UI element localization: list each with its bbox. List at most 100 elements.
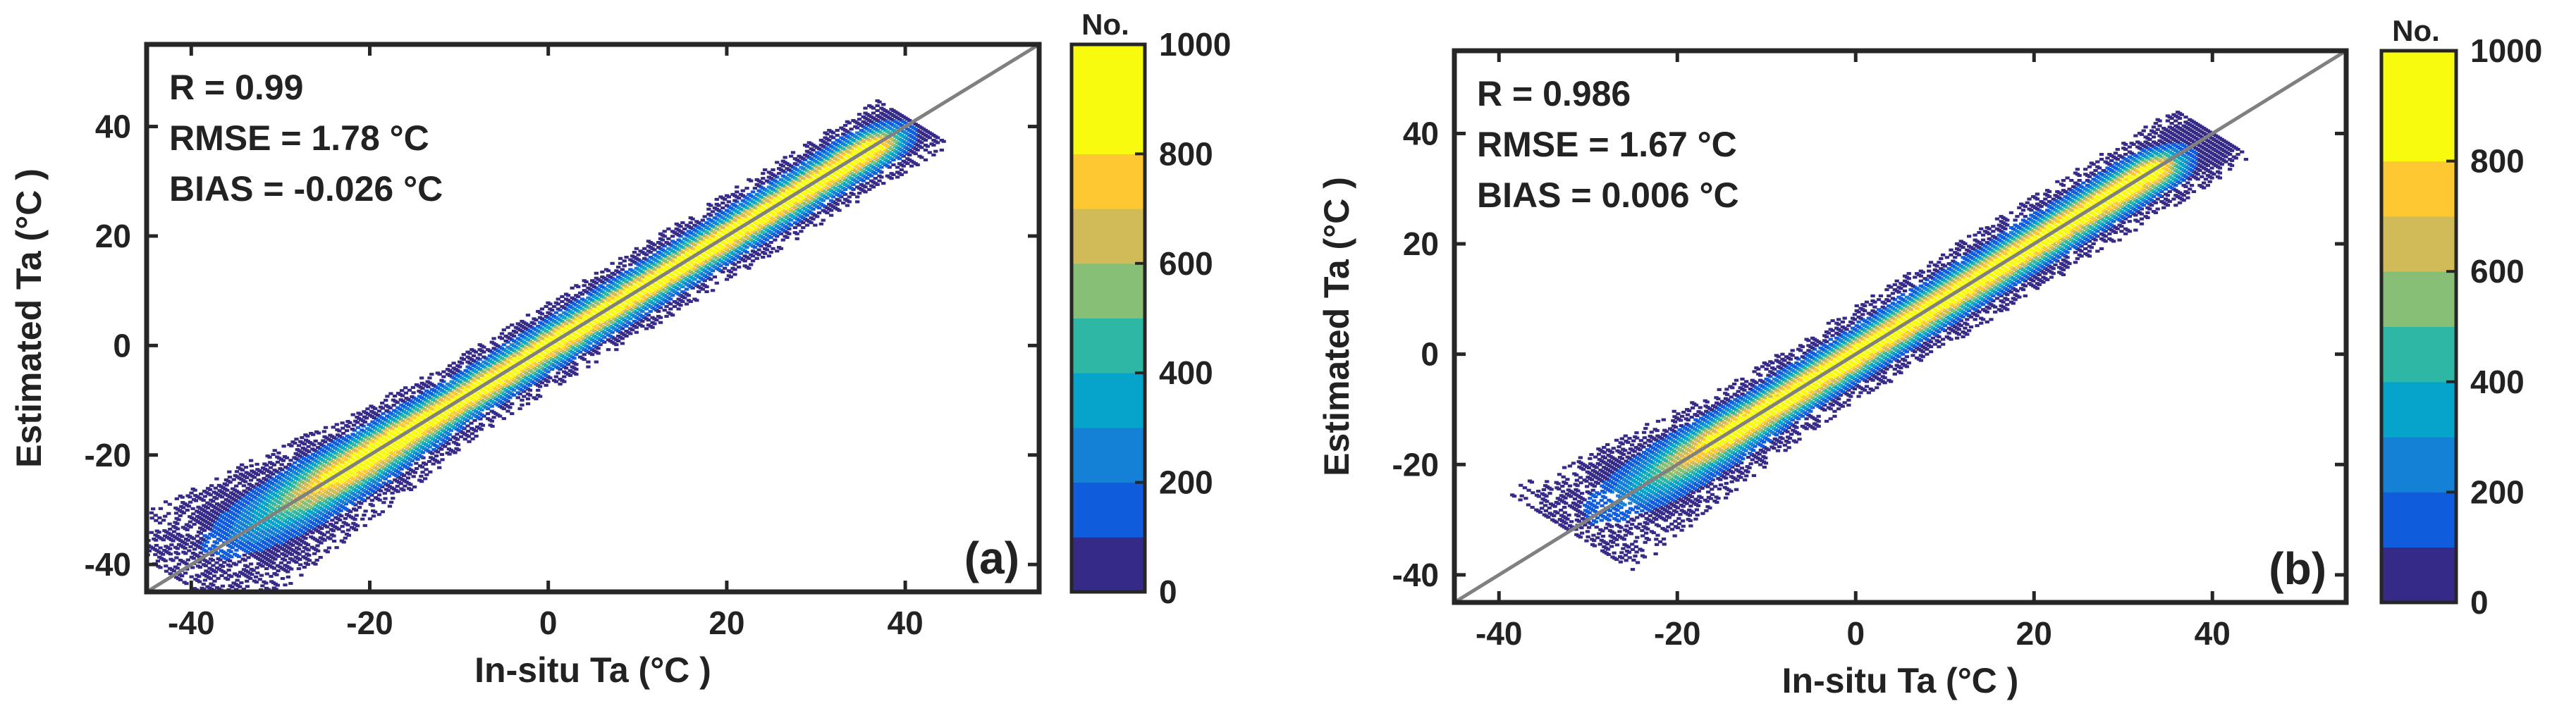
density-cell <box>680 221 685 225</box>
density-cell <box>196 530 202 534</box>
density-cell <box>666 247 671 250</box>
density-cell <box>556 307 560 311</box>
density-cell <box>505 326 510 329</box>
density-cell <box>491 347 496 350</box>
density-cell <box>340 421 345 425</box>
density-cell <box>688 221 693 225</box>
density-cell <box>220 500 225 504</box>
density-cell <box>140 550 144 552</box>
density-cell <box>272 449 277 452</box>
density-cell <box>111 527 115 530</box>
density-cell <box>155 559 161 563</box>
density-cell <box>330 519 335 522</box>
density-cell <box>218 598 222 600</box>
density-cell <box>366 496 371 500</box>
density-cell <box>487 354 493 357</box>
density-cell <box>188 500 193 504</box>
density-cell <box>482 355 486 359</box>
density-cell <box>341 432 346 435</box>
density-cell <box>558 378 563 381</box>
density-cell <box>164 545 168 548</box>
density-cell <box>264 567 269 571</box>
density-cell <box>429 388 435 391</box>
density-cell <box>154 519 159 522</box>
density-cell <box>262 580 266 583</box>
density-cell <box>130 529 135 532</box>
density-cell <box>539 307 545 311</box>
density-cell <box>110 536 114 539</box>
density-cell <box>209 484 214 488</box>
density-cell <box>216 538 221 541</box>
density-cell <box>503 339 508 342</box>
density-cell <box>295 448 300 452</box>
density-cell <box>339 539 344 543</box>
density-cell <box>385 414 390 418</box>
density-cell <box>642 256 647 260</box>
density-cell <box>371 509 376 513</box>
density-cell <box>205 585 210 588</box>
density-cell <box>139 525 143 528</box>
density-cell <box>201 563 207 567</box>
density-cell <box>447 364 453 367</box>
density-cell <box>411 391 416 395</box>
density-cell <box>594 360 599 364</box>
density-cell <box>368 502 373 506</box>
density-cell <box>489 340 494 344</box>
density-cell <box>312 552 317 555</box>
density-cell <box>620 268 625 271</box>
density-cell <box>556 297 560 301</box>
density-cell <box>288 557 293 560</box>
density-cell <box>314 558 319 562</box>
density-cell <box>350 433 355 436</box>
density-cell <box>482 360 486 364</box>
density-cell <box>209 509 214 512</box>
density-cell <box>228 491 234 495</box>
density-cell <box>369 499 375 502</box>
density-cell <box>670 230 675 233</box>
density-cell <box>346 528 351 532</box>
density-cell <box>353 419 358 423</box>
density-cell <box>424 473 429 476</box>
density-cell <box>269 595 273 598</box>
density-cell <box>632 251 637 254</box>
density-cell <box>345 420 350 423</box>
density-cell <box>395 406 400 409</box>
density-cell <box>668 307 673 311</box>
density-cell <box>207 547 212 550</box>
density-cell <box>451 440 457 444</box>
density-cell <box>616 265 621 269</box>
density-cell <box>590 279 595 283</box>
density-cell <box>449 380 454 383</box>
density-cell <box>333 516 338 519</box>
density-cell <box>437 466 442 469</box>
density-cell <box>636 253 641 256</box>
density-cell <box>768 241 773 245</box>
density-cell <box>178 514 183 517</box>
density-cell <box>381 411 386 415</box>
density-cell <box>696 280 701 284</box>
density-cell <box>127 532 131 535</box>
density-cell <box>638 249 643 253</box>
density-cell <box>369 404 374 408</box>
density-cell <box>310 452 316 456</box>
density-cell <box>234 607 238 610</box>
density-cell <box>373 496 379 500</box>
density-cell <box>553 301 559 304</box>
density-cell <box>714 197 719 201</box>
density-cell <box>563 297 569 301</box>
density-cell <box>537 321 543 324</box>
density-cell <box>491 337 496 340</box>
density-cell <box>264 601 268 604</box>
density-cell <box>622 259 627 263</box>
density-cell <box>191 512 196 516</box>
density-cell <box>365 427 370 431</box>
density-cell <box>410 395 415 399</box>
density-cell <box>228 609 233 612</box>
density-cell <box>419 474 424 478</box>
density-cell <box>646 240 651 243</box>
density-cell <box>546 311 551 314</box>
density-cell <box>761 255 766 259</box>
density-cell <box>378 405 384 409</box>
density-cell <box>280 557 286 561</box>
